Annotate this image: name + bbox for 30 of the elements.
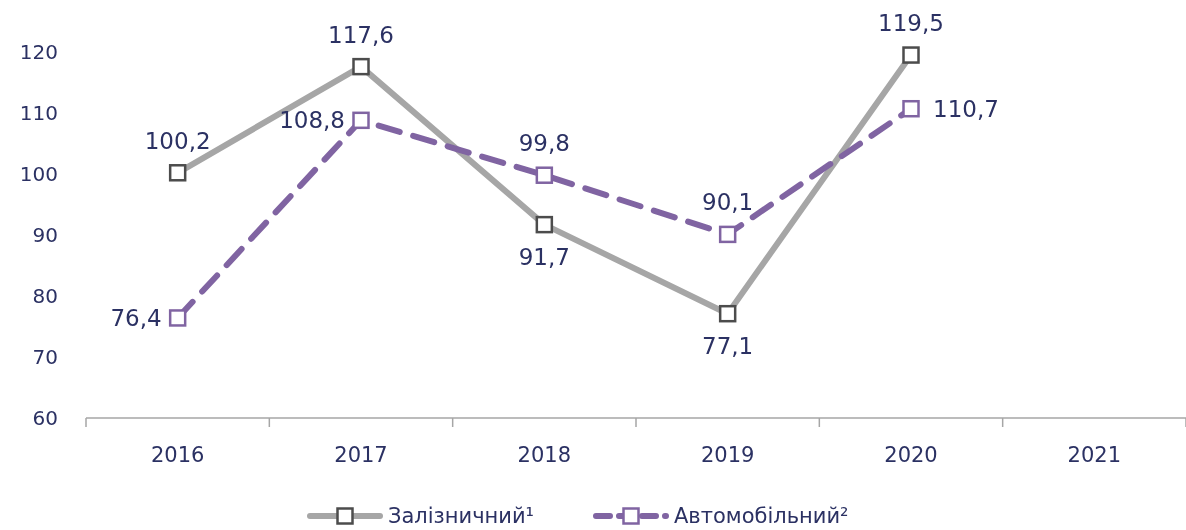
x-tick-label: 2019: [700, 443, 755, 467]
point: [718, 225, 737, 244]
y-tick-label: 100: [19, 162, 58, 186]
y-tick-label: 70: [32, 345, 58, 369]
data-label: 117,6: [328, 21, 394, 48]
legend-label: Залізничний¹: [388, 504, 534, 529]
data-label: 99,8: [518, 130, 570, 157]
data-label: 91,7: [518, 243, 570, 270]
legend-label: Автомобільний²: [674, 504, 849, 529]
y-tick-label: 90: [32, 223, 58, 247]
data-label: 119,5: [878, 10, 944, 37]
point: [168, 309, 187, 327]
x-tick-label: 2018: [517, 443, 572, 467]
point: [352, 111, 370, 130]
y-tick-label: 80: [32, 284, 58, 308]
data-label: 110,7: [933, 95, 999, 122]
x-tick-label: 2017: [334, 443, 388, 467]
y-tick-label: 120: [19, 40, 58, 64]
x-tick-label: 2020: [884, 443, 938, 467]
x-tick-label: 2016: [150, 443, 205, 467]
y-tick-label: 60: [32, 406, 58, 430]
point: [902, 99, 920, 118]
data-label: 77,1: [702, 332, 754, 359]
data-label: 90,1: [702, 189, 754, 216]
x-tick-label: 2021: [1067, 443, 1122, 467]
data-label: 76,4: [110, 305, 162, 332]
point: [535, 166, 554, 184]
data-label: 100,2: [144, 127, 211, 154]
data-label: 108,8: [279, 107, 345, 134]
y-tick-label: 110: [19, 101, 58, 125]
